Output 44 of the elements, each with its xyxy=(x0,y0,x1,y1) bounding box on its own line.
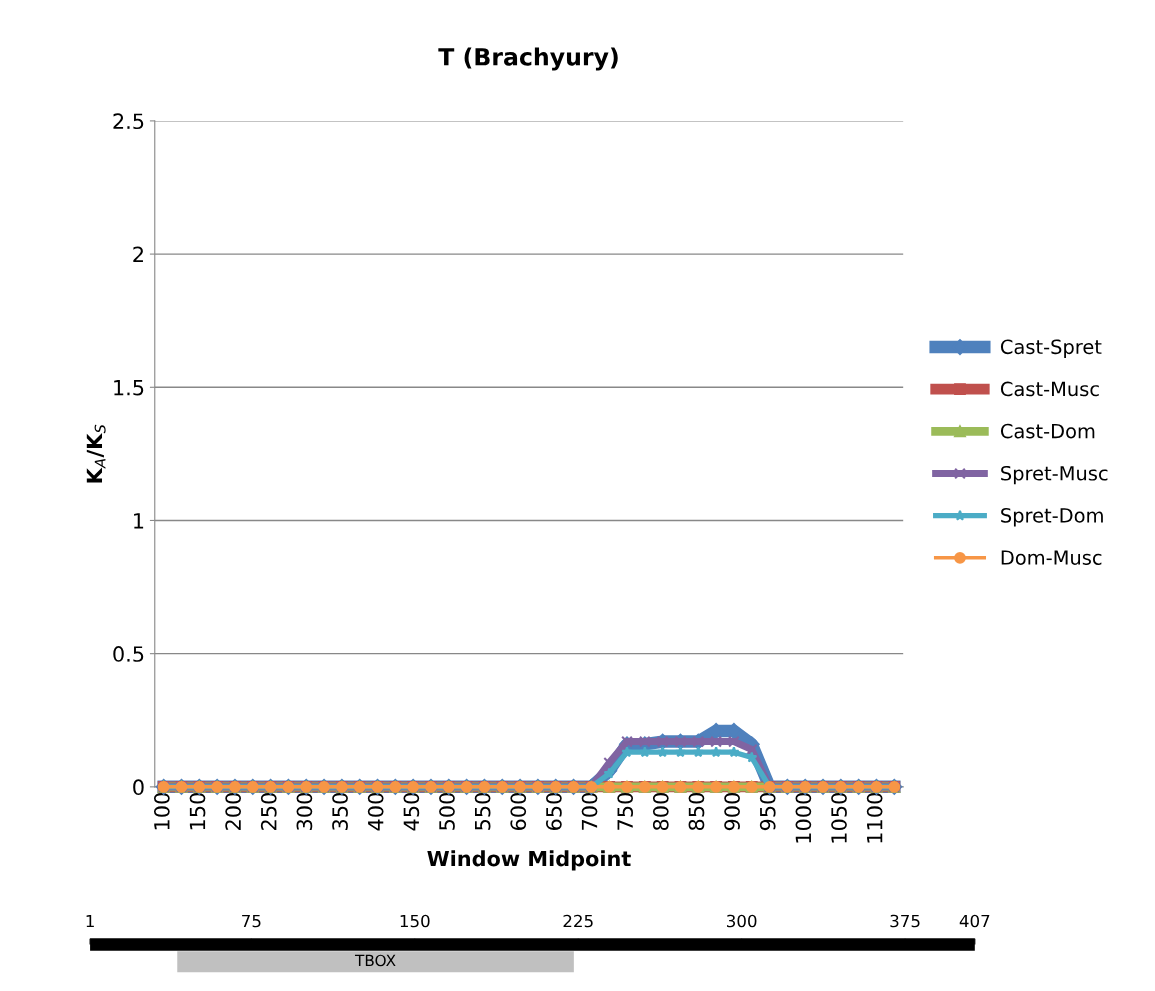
x-tick-label: 800 xyxy=(652,793,669,831)
x-tick-label: 300 xyxy=(296,793,313,830)
data-label: TBOX xyxy=(354,954,396,967)
x-tick-label: 407 xyxy=(959,914,990,928)
legend-label: Cast-Spret xyxy=(1000,339,1102,358)
x-tick-label: 950 xyxy=(759,793,776,831)
x-tick-label: 900 xyxy=(724,793,740,831)
x-tick-label: 1100 xyxy=(866,793,883,843)
x-tick-label: 100 xyxy=(153,793,170,830)
y-tick-label: 2.5 xyxy=(113,113,144,130)
x-tick-label: 225 xyxy=(563,914,593,928)
x-tick-label: 400 xyxy=(367,793,384,831)
x-axis-title: Window Midpoint xyxy=(427,850,631,871)
legend-label: Dom-Musc xyxy=(1001,550,1102,565)
x-tick-label: 150 xyxy=(189,793,206,830)
x-tick-label: 700 xyxy=(581,793,598,830)
x-tick-label: 1050 xyxy=(831,793,847,843)
x-tick-label: 850 xyxy=(688,793,705,831)
y-tick-label: 0 xyxy=(133,779,144,796)
x-tick-label: 500 xyxy=(439,793,455,830)
x-tick-label: 550 xyxy=(474,793,491,830)
y-tick-label: 0.5 xyxy=(113,646,144,662)
x-tick-label: 150 xyxy=(400,914,430,928)
legend-label: Cast-Dom xyxy=(1000,423,1095,439)
x-tick-label: 350 xyxy=(332,793,348,830)
y-tick-label: 2 xyxy=(133,246,143,263)
x-tick-label: 600 xyxy=(510,793,527,831)
x-tick-label: 75 xyxy=(242,914,261,928)
x-tick-label: 450 xyxy=(403,793,420,831)
x-tick-label: 1 xyxy=(86,914,94,928)
legend-label: Cast-Musc xyxy=(1000,381,1099,397)
y-tick-label: 1.5 xyxy=(114,380,144,396)
x-tick-label: 375 xyxy=(890,914,920,928)
legend-label: Spret-Dom xyxy=(1001,508,1103,527)
x-tick-label: 750 xyxy=(617,793,634,830)
x-tick-label: 1000 xyxy=(795,793,812,843)
x-tick-label: 200 xyxy=(225,793,241,830)
x-tick-label: 250 xyxy=(260,793,277,830)
y-tick-label: 1 xyxy=(134,513,144,529)
legend-label: Spret-Musc xyxy=(1001,465,1108,485)
x-tick-label: 300 xyxy=(727,914,757,928)
chart-title: T (Brachyury) xyxy=(438,47,618,71)
y-axis-title: K$_{A}$/K$_{S}$ xyxy=(86,424,106,483)
x-tick-label: 650 xyxy=(546,793,562,831)
